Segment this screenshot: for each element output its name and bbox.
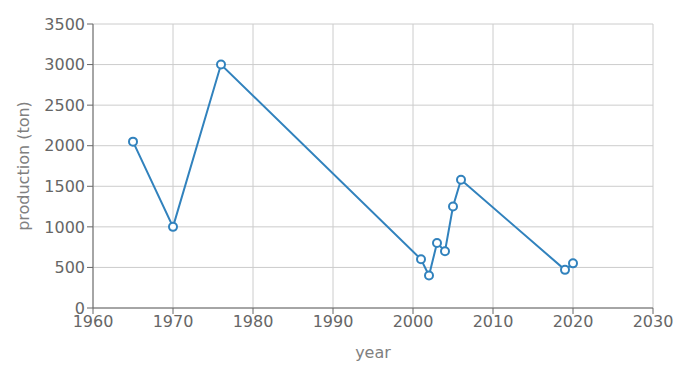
svg-text:2030: 2030 [633, 312, 674, 331]
svg-text:1960: 1960 [72, 312, 114, 332]
svg-text:1990: 1990 [313, 312, 354, 331]
svg-text:500: 500 [54, 258, 85, 277]
svg-text:2000: 2000 [44, 136, 85, 155]
svg-text:production (ton): production (ton) [14, 101, 33, 231]
svg-text:3000: 3000 [44, 55, 85, 74]
svg-text:1970: 1970 [153, 312, 194, 331]
svg-text:2020: 2020 [553, 312, 594, 331]
svg-text:2010: 2010 [473, 312, 514, 331]
svg-text:year: year [355, 343, 391, 362]
svg-text:0: 0 [75, 299, 85, 318]
svg-text:2500: 2500 [44, 96, 85, 115]
svg-text:1500: 1500 [44, 177, 85, 196]
svg-text:1980: 1980 [233, 312, 274, 331]
svg-text:3500: 3500 [44, 15, 85, 34]
svg-text:2000: 2000 [393, 312, 434, 331]
svg-text:1000: 1000 [44, 218, 85, 237]
